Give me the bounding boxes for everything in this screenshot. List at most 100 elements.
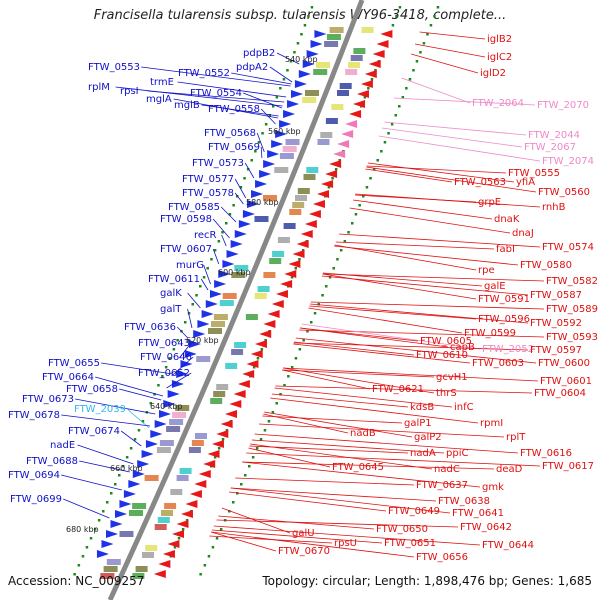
gene-label-ftw-0645[interactable]: FTW_0645 bbox=[332, 462, 384, 473]
gene-label-galp2[interactable]: galP2 bbox=[414, 432, 442, 443]
gene-label-dead[interactable]: deaD bbox=[496, 464, 523, 475]
gene-label-ftw-2067[interactable]: FTW_2067 bbox=[524, 142, 576, 153]
gene-label-rplm[interactable]: rplM bbox=[88, 82, 110, 93]
gene-label-ftw-0573[interactable]: FTW_0573 bbox=[192, 158, 244, 169]
gene-label-ftw-0607[interactable]: FTW_0607 bbox=[160, 244, 212, 255]
gene-label-ftw-2070[interactable]: FTW_2070 bbox=[537, 100, 589, 111]
gene-label-ftw-0589[interactable]: FTW_0589 bbox=[546, 304, 598, 315]
gene-label-ftw-0574[interactable]: FTW_0574 bbox=[542, 242, 594, 253]
gene-label-galu[interactable]: galU bbox=[292, 528, 315, 539]
gene-label-ftw-0673[interactable]: FTW_0673 bbox=[22, 394, 74, 405]
gene-label-ftw-0592[interactable]: FTW_0592 bbox=[530, 318, 582, 329]
gene-label-ftw-0642[interactable]: FTW_0642 bbox=[460, 522, 512, 533]
gene-label-ftw-0651[interactable]: FTW_0651 bbox=[384, 538, 436, 549]
gene-label-yfia[interactable]: yfiA bbox=[516, 177, 535, 188]
gene-label-ftw-0636[interactable]: FTW_0636 bbox=[124, 322, 176, 333]
gene-label-ftw-0587[interactable]: FTW_0587 bbox=[530, 290, 582, 301]
gene-label-rpmi[interactable]: rpmI bbox=[480, 418, 503, 429]
gene-label-ftw-0638[interactable]: FTW_0638 bbox=[438, 496, 490, 507]
gene-label-recr[interactable]: recR bbox=[194, 230, 217, 241]
gene-label-ftw-0596[interactable]: FTW_0596 bbox=[478, 314, 530, 325]
gene-label-ftw-0656[interactable]: FTW_0656 bbox=[416, 552, 468, 563]
gene-label-capb[interactable]: capB bbox=[450, 342, 475, 353]
gene-label-ftw-0601[interactable]: FTW_0601 bbox=[540, 376, 592, 387]
gene-label-ftw-0646[interactable]: FTW_0646 bbox=[140, 352, 192, 363]
gene-label-gale[interactable]: galE bbox=[484, 281, 506, 292]
gene-label-rnhb[interactable]: rnhB bbox=[542, 202, 566, 213]
gene-label-ftw-0643[interactable]: FTW_0643 bbox=[138, 338, 190, 349]
gene-label-ftw-0605[interactable]: FTW_0605 bbox=[420, 336, 472, 347]
gene-label-ftw-0604[interactable]: FTW_0604 bbox=[534, 388, 586, 399]
gene-label-grpe[interactable]: grpE bbox=[478, 197, 501, 208]
gene-label-ppic[interactable]: ppiC bbox=[446, 448, 468, 459]
gene-label-nadb[interactable]: nadB bbox=[350, 428, 376, 439]
gene-label-galk[interactable]: galK bbox=[160, 288, 182, 299]
gene-label-ftw-2044[interactable]: FTW_2044 bbox=[528, 130, 580, 141]
gene-label-ftw-0585[interactable]: FTW_0585 bbox=[168, 202, 220, 213]
gene-label-ftw-0655[interactable]: FTW_0655 bbox=[48, 358, 100, 369]
gene-label-galt[interactable]: galT bbox=[160, 304, 182, 315]
gene-label-gmk[interactable]: gmk bbox=[482, 482, 504, 493]
gene-label-ftw-0674[interactable]: FTW_0674 bbox=[68, 426, 120, 437]
gene-label-ftw-0637[interactable]: FTW_0637 bbox=[416, 480, 468, 491]
gene-label-ftw-0617[interactable]: FTW_0617 bbox=[542, 461, 594, 472]
gene-label-nade[interactable]: nadE bbox=[50, 440, 75, 451]
gene-label-fabi[interactable]: fabI bbox=[496, 244, 515, 255]
gene-label-ftw-0678[interactable]: FTW_0678 bbox=[8, 410, 60, 421]
gene-label-iglb2[interactable]: iglB2 bbox=[487, 34, 512, 45]
gene-label-mgla[interactable]: mglA bbox=[146, 94, 172, 105]
gene-label-pdpa2[interactable]: pdpA2 bbox=[236, 62, 268, 73]
gene-label-ftw-0555[interactable]: FTW_0555 bbox=[508, 168, 560, 179]
gene-label-ftw-0670[interactable]: FTW_0670 bbox=[278, 546, 330, 557]
gene-label-trme[interactable]: trmE bbox=[150, 77, 174, 88]
gene-label-ftw-0621[interactable]: FTW_0621 bbox=[372, 384, 424, 395]
gene-label-ftw-0582[interactable]: FTW_0582 bbox=[546, 276, 598, 287]
gene-label-infc[interactable]: infC bbox=[454, 402, 474, 413]
gene-label-ftw-0610[interactable]: FTW_0610 bbox=[416, 350, 468, 361]
gene-label-ftw-0650[interactable]: FTW_0650 bbox=[376, 524, 428, 535]
gene-label-ftw-0598[interactable]: FTW_0598 bbox=[160, 214, 212, 225]
gene-label-ftw-2064[interactable]: FTW_2064 bbox=[472, 98, 524, 109]
gene-label-ftw-0593[interactable]: FTW_0593 bbox=[546, 332, 598, 343]
gene-label-ftw-0603[interactable]: FTW_0603 bbox=[472, 358, 524, 369]
gene-label-ftw-0552[interactable]: FTW_0552 bbox=[178, 68, 230, 79]
gene-label-ftw-0664[interactable]: FTW_0664 bbox=[42, 372, 94, 383]
gene-label-ftw-0688[interactable]: FTW_0688 bbox=[26, 456, 78, 467]
gene-label-ftw-2039[interactable]: FTW_2039 bbox=[74, 404, 126, 415]
gene-label-ftw-0599[interactable]: FTW_0599 bbox=[464, 328, 516, 339]
gene-label-dnak[interactable]: dnaK bbox=[494, 214, 520, 225]
gene-label-ftw-0578[interactable]: FTW_0578 bbox=[182, 188, 234, 199]
gene-label-rplt[interactable]: rplT bbox=[506, 432, 526, 443]
gene-label-galp1[interactable]: galP1 bbox=[404, 418, 432, 429]
gene-label-rpsi[interactable]: rpsI bbox=[120, 86, 139, 97]
gene-label-ftw-0649[interactable]: FTW_0649 bbox=[388, 506, 440, 517]
gene-label-ftw-0600[interactable]: FTW_0600 bbox=[538, 358, 590, 369]
gene-label-rpe[interactable]: rpe bbox=[478, 265, 495, 276]
gene-label-ftw-0699[interactable]: FTW_0699 bbox=[10, 494, 62, 505]
gene-label-ftw-0597[interactable]: FTW_0597 bbox=[530, 345, 582, 356]
gene-label-ftw-0616[interactable]: FTW_0616 bbox=[520, 448, 572, 459]
gene-label-mglb[interactable]: mglB bbox=[174, 100, 200, 111]
gene-label-pdpb2[interactable]: pdpB2 bbox=[243, 48, 275, 59]
gene-label-gcvh1[interactable]: gcvH1 bbox=[436, 372, 468, 383]
gene-label-ftw-0568[interactable]: FTW_0568 bbox=[204, 128, 256, 139]
gene-label-ftw-0591[interactable]: FTW_0591 bbox=[478, 294, 530, 305]
gene-label-ftw-0553[interactable]: FTW_0553 bbox=[88, 62, 140, 73]
gene-label-ftw-0569[interactable]: FTW_0569 bbox=[208, 142, 260, 153]
gene-label-ftw-0580[interactable]: FTW_0580 bbox=[520, 260, 572, 271]
gene-label-ftw-0563[interactable]: FTW_0563 bbox=[454, 177, 506, 188]
gene-label-ftw-0652[interactable]: FTW_0652 bbox=[138, 368, 190, 379]
gene-label-nada[interactable]: nadA bbox=[410, 448, 436, 459]
gene-label-ftw-2074[interactable]: FTW_2074 bbox=[542, 156, 594, 167]
gene-label-ftw-0694[interactable]: FTW_0694 bbox=[8, 470, 60, 481]
gene-label-ftw-0554[interactable]: FTW_0554 bbox=[190, 88, 242, 99]
gene-label-igld2[interactable]: iglD2 bbox=[480, 68, 506, 79]
gene-label-nadc[interactable]: nadC bbox=[434, 464, 460, 475]
gene-label-ftw-0577[interactable]: FTW_0577 bbox=[182, 174, 234, 185]
gene-label-ftw-0658[interactable]: FTW_0658 bbox=[66, 384, 118, 395]
gene-label-ftw-0558[interactable]: FTW_0558 bbox=[208, 104, 260, 115]
gene-label-ftw-0560[interactable]: FTW_0560 bbox=[538, 187, 590, 198]
gene-label-iglc2[interactable]: iglC2 bbox=[487, 52, 512, 63]
gene-label-thrs[interactable]: thrS bbox=[436, 388, 457, 399]
gene-label-ftw-0641[interactable]: FTW_0641 bbox=[452, 508, 504, 519]
